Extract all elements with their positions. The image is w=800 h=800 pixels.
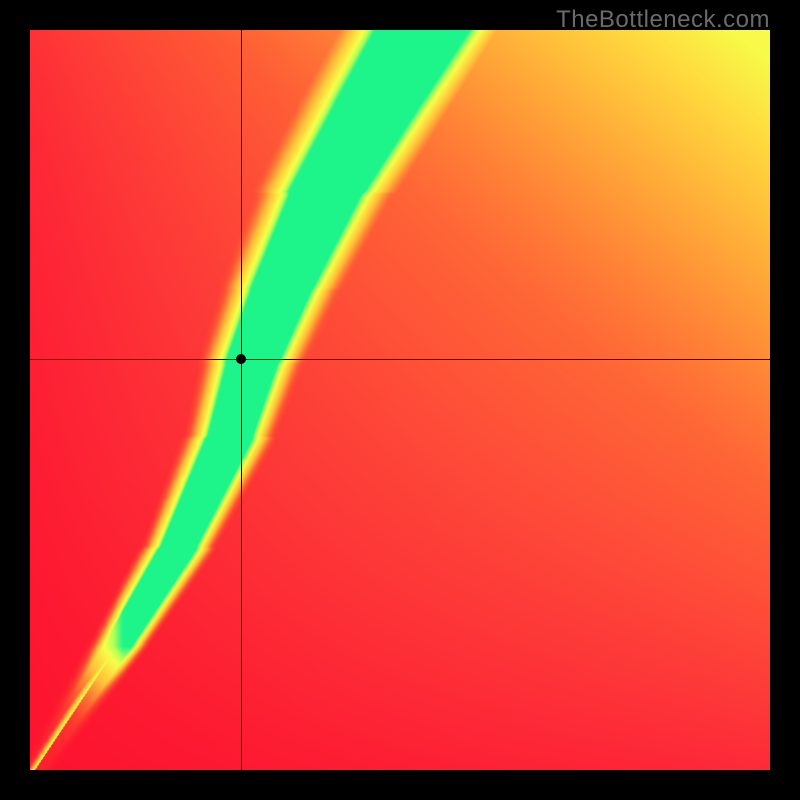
- watermark-text: TheBottleneck.com: [556, 6, 770, 34]
- crosshair-vertical: [241, 30, 242, 770]
- operating-point-marker: [236, 354, 246, 364]
- crosshair-horizontal: [30, 359, 770, 360]
- bottleneck-heatmap: [30, 30, 770, 770]
- chart-container: TheBottleneck.com: [0, 0, 800, 800]
